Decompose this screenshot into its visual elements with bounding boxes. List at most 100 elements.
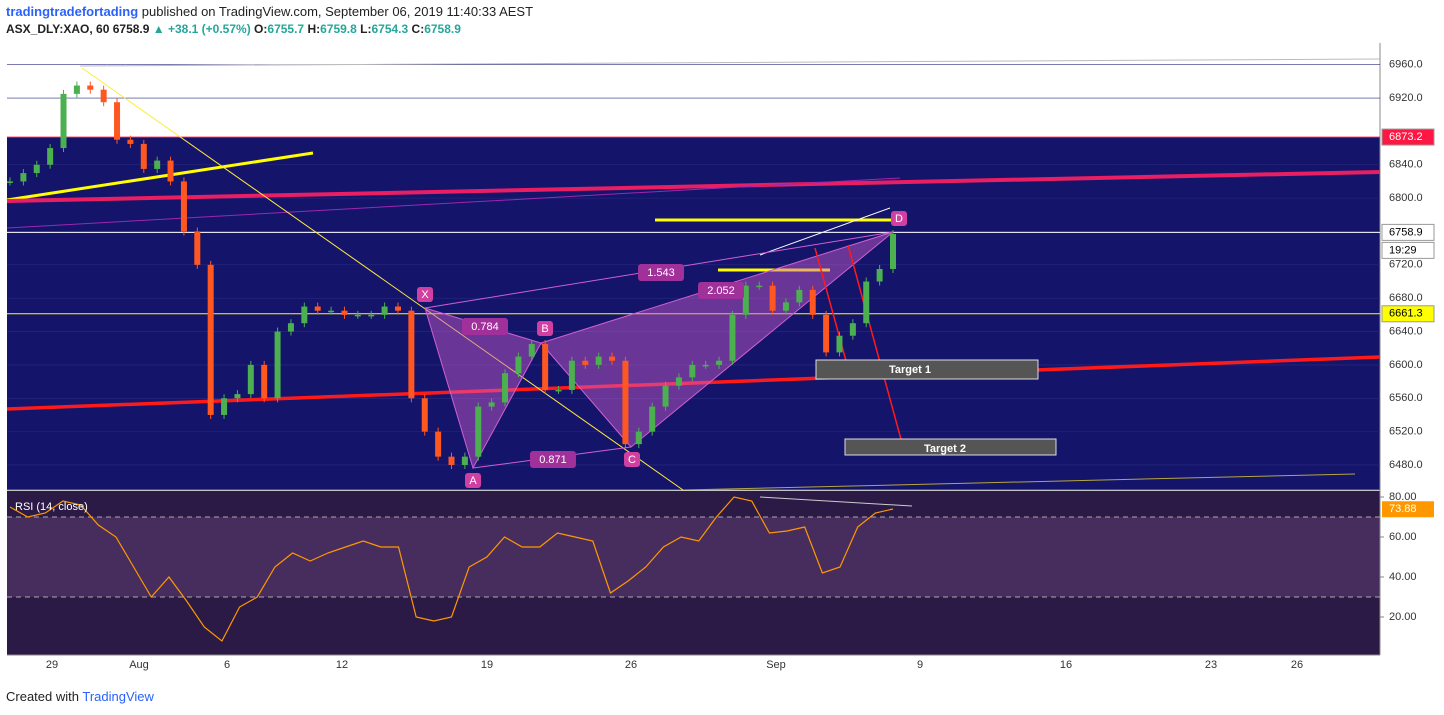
candle <box>609 356 616 361</box>
rsi-line <box>9 496 894 642</box>
author[interactable]: tradingtradefortading <box>6 4 139 19</box>
candle <box>73 85 80 94</box>
candle <box>823 314 830 353</box>
candle <box>716 360 723 365</box>
last: 6758.9 <box>112 22 150 36</box>
published: published on TradingView.com, September … <box>141 4 534 19</box>
channel-line <box>759 207 891 256</box>
candle <box>863 281 870 324</box>
y-tick-label: 6600.0 <box>1389 359 1423 371</box>
ratio-label: 1.543 <box>647 267 675 279</box>
y-tick-label: 40.00 <box>1389 571 1417 583</box>
point-label: D <box>895 213 903 225</box>
h-label: H: <box>307 22 321 36</box>
ratio-label: 2.052 <box>707 285 735 297</box>
candle <box>582 360 589 365</box>
target-box <box>815 359 1039 380</box>
point-badge <box>537 321 553 336</box>
x-tick-label: 19 <box>481 659 493 671</box>
price-tag-label: 6873.2 <box>1389 131 1423 143</box>
candle <box>421 398 428 432</box>
divergence-line <box>759 496 913 507</box>
x-tick-label: 16 <box>1060 659 1072 671</box>
l-value: 6754.3 <box>371 22 409 36</box>
o-value: 6755.7 <box>267 22 305 36</box>
candle <box>7 181 13 183</box>
y-tick-label: 6720.0 <box>1389 259 1423 271</box>
x-tick-label: 9 <box>917 659 923 671</box>
candle <box>702 364 709 367</box>
trend-line <box>6 355 1381 411</box>
ratio-label: 0.871 <box>539 454 567 466</box>
rsi-tag <box>1382 501 1434 518</box>
candle <box>836 335 843 353</box>
y-tick-label: 6960.0 <box>1389 59 1423 71</box>
y-tick-label: 80.00 <box>1389 491 1417 503</box>
candle <box>515 356 522 374</box>
candle <box>796 289 803 303</box>
candle <box>408 310 415 399</box>
ohlc-line: ASX_DLY:XAO, 60 6758.9 ▲ +38.1 (+0.57%) … <box>6 22 461 36</box>
candle <box>60 93 67 149</box>
candle <box>528 344 535 357</box>
candle <box>394 306 401 311</box>
drawings <box>6 58 1381 507</box>
candle <box>314 306 321 311</box>
y-tick-label: 6840.0 <box>1389 159 1423 171</box>
price-tag-label: 6758.9 <box>1389 226 1423 238</box>
projection-arrow <box>814 247 849 369</box>
candle <box>33 164 40 174</box>
axes: 6480.0 6520.0 6560.0 6600.0 6640.0 6680.0 6720… <box>46 59 1435 671</box>
candle <box>354 314 361 317</box>
candle <box>622 360 629 445</box>
projection-arrow <box>847 244 903 444</box>
candle <box>261 364 268 399</box>
candle <box>274 331 281 399</box>
y-tick-label: 6520.0 <box>1389 426 1423 438</box>
y-tick-label: 6480.0 <box>1389 459 1423 471</box>
x-tick-label: 6 <box>224 659 230 671</box>
h-value: 6759.8 <box>320 22 357 36</box>
x-tick-label: 26 <box>1291 659 1303 671</box>
x-tick-label: Sep <box>766 659 786 671</box>
x-tick-label: 29 <box>46 659 58 671</box>
point-badge <box>465 473 481 488</box>
rsi-tag-label: 73.88 <box>1389 503 1417 515</box>
candle <box>435 431 442 457</box>
brand[interactable]: TradingView <box>82 689 154 704</box>
trend-line <box>81 67 684 491</box>
candle <box>782 302 789 311</box>
target-label: Target 2 <box>924 443 966 455</box>
candle <box>368 314 375 317</box>
pattern-labels: X A B C D 0.784 0.871 1.543 2.052 Target… <box>417 211 1057 488</box>
y-tick-label: 6560.0 <box>1389 392 1423 404</box>
point-label: X <box>421 289 429 301</box>
candle <box>649 406 656 432</box>
candle <box>568 360 575 390</box>
ratio-badge <box>462 318 508 335</box>
candle <box>87 85 94 90</box>
candle <box>890 233 896 270</box>
countdown: 19:29 <box>1389 244 1417 256</box>
point-badge <box>624 452 640 467</box>
y-tick-label: 6800.0 <box>1389 192 1423 204</box>
c-label: C: <box>411 22 425 36</box>
chart-title: ALL ORDINARIES, 60, ASX <box>15 54 152 66</box>
trend-line <box>682 473 1356 491</box>
rsi <box>9 496 894 642</box>
footer: Created with TradingView <box>6 689 154 704</box>
candle <box>287 323 294 332</box>
point-label: A <box>469 475 477 487</box>
candle <box>221 398 228 415</box>
candle <box>742 285 749 315</box>
candle <box>114 102 121 140</box>
candle <box>635 431 642 445</box>
candle <box>247 364 254 395</box>
y-tick-label: 6640.0 <box>1389 325 1423 337</box>
countdown-tag <box>1381 241 1435 259</box>
candle <box>461 456 468 465</box>
candle <box>809 289 816 315</box>
symbol: ASX_DLY:XAO, 60 <box>6 22 110 36</box>
x-tick-label: 12 <box>336 659 348 671</box>
candle <box>381 306 388 315</box>
